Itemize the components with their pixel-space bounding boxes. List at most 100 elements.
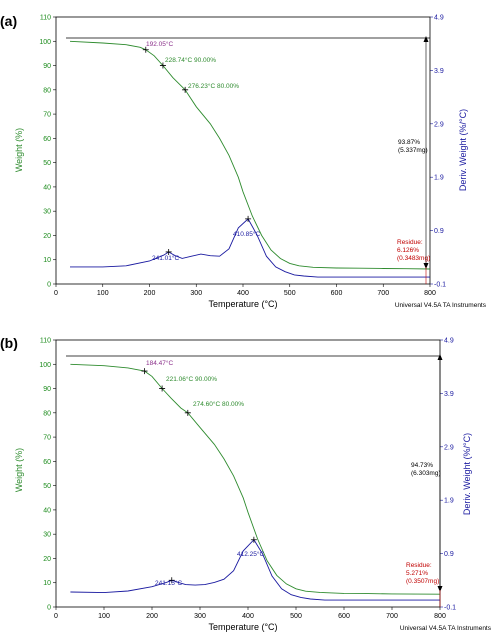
t90-marker [159,62,166,69]
x-tick-label: 100 [97,290,109,297]
plot-frame [55,339,441,608]
x-tick-label: 700 [386,613,398,620]
x-tick-label: 400 [242,613,254,620]
y2-tick-label: 1.9 [434,175,444,182]
residue-mg: (0.3507mg) [406,578,439,585]
y-tick-label: 110 [40,15,51,22]
x-tick-label: 500 [284,290,296,297]
t80-annotation: 276.23°C 80.00% [188,82,239,90]
x-axis-title: Temperature (°C) [208,622,277,632]
right-axis: -0.1 0.9 1.9 2.9 3.9 4.9 [440,338,456,612]
y-tick-label: 10 [43,580,51,587]
peak2-annotation: 412.25°C [237,550,264,558]
onset-marker [141,368,148,375]
x-tick-label: 700 [377,290,389,297]
x-tick-label: 400 [237,290,249,297]
y-tick-label: 50 [43,483,51,490]
y-tick-label: 40 [43,507,51,514]
y2-tick-label: 4.9 [434,15,444,22]
y-tick-label: 0 [47,605,51,612]
x-tick-label: 300 [194,613,206,620]
y-tick-label: 80 [43,410,51,417]
peak1-annotation: 241.15°C [155,579,182,587]
y-tick-label: 60 [43,459,51,466]
x-tick-label: 0 [54,613,58,620]
y-tick-label: 70 [43,112,51,119]
y-tick-label: 90 [43,63,51,70]
x-tick-label: 0 [54,290,58,297]
plot-frame [55,16,431,285]
peak1-annotation: 241.01°C [152,254,179,262]
y-tick-label: 0 [47,282,51,289]
y2-tick-label: 3.9 [444,391,454,398]
y-tick-label: 110 [40,338,51,345]
derivative-weight-curve [70,218,430,278]
peak1-marker [165,248,172,255]
weight-curve [70,363,441,595]
y-tick-label: 40 [43,184,51,191]
y2-tick-label: 2.9 [434,121,444,128]
peak2-marker [245,215,252,222]
onset-annotation: 184.47°C [146,359,173,367]
weight-loss-mg: (5.337mg) [398,147,428,154]
y2-tick-label: -0.1 [434,282,446,289]
panel-label: (b) [0,335,18,351]
y2-tick-label: 4.9 [444,338,454,345]
residue-pct: 6.126% [397,247,419,254]
y2-tick-label: 3.9 [434,68,444,75]
y-tick-label: 80 [43,87,51,94]
residue-mg: (0.3483mg) [397,255,430,262]
x-tick-label: 100 [98,613,110,620]
x-tick-label: 800 [434,613,446,620]
chart-panel-a: (a) 0 10 20 30 40 50 60 70 80 90 100 110 -0.1 0.9 1.9… [0,13,487,309]
x-tick-label: 600 [331,290,343,297]
y-tick-label: 30 [43,209,51,216]
y-tick-label: 50 [43,160,51,167]
weight-loss-mg: (6.303mg) [411,470,441,477]
residue-title: Residue: [397,239,423,246]
x-tick-label: 800 [424,290,436,297]
y-tick-label: 10 [43,257,51,264]
onset-annotation: 192.05°C [146,40,173,48]
x-tick-label: 600 [338,613,350,620]
y2-tick-label: 2.9 [444,444,454,451]
y-tick-label: 70 [43,435,51,442]
onset-marker [142,46,149,53]
x-axis: 0 100 200 300 400 500 600 700 800 [54,284,436,297]
instrument-footer: Universal V4.5A TA Instruments [395,302,487,309]
y-tick-label: 100 [39,362,51,369]
t80-annotation: 274.60°C 80.00% [193,400,244,408]
y2-axis-title: Deriv. Weight (%/°C) [462,433,472,515]
t90-marker [159,385,166,392]
y-tick-label: 90 [43,386,51,393]
panel-label: (a) [0,13,17,29]
left-axis: 0 10 20 30 40 50 60 70 80 90 100 110 [39,338,56,612]
y-tick-label: 20 [43,556,51,563]
peak2-annotation: 410.85°C [233,230,260,238]
x-tick-label: 200 [146,613,158,620]
y2-tick-label: 0.9 [444,551,454,558]
t80-marker [184,409,191,416]
y2-tick-label: 1.9 [444,498,454,505]
weight-loss-pct: 94.73% [411,462,433,469]
x-tick-label: 200 [144,290,156,297]
instrument-footer: Universal V4.5A TA Instruments [400,625,492,632]
y-tick-label: 60 [43,136,51,143]
left-axis: 0 10 20 30 40 50 60 70 80 90 100 110 [39,15,56,289]
y-tick-label: 100 [39,39,51,46]
derivative-weight-curve [70,538,440,601]
residue-title: Residue: [406,562,432,569]
y2-tick-label: -0.1 [444,605,456,612]
peak2-marker [250,536,257,543]
peak1-marker [168,577,175,584]
y2-axis-title: Deriv. Weight (%/°C) [458,109,468,191]
y2-tick-label: 0.9 [434,228,444,235]
y-tick-label: 30 [43,532,51,539]
weight-loss-pct: 93.87% [398,139,420,146]
x-tick-label: 500 [290,613,302,620]
y-axis-title: Weight (%) [14,128,24,172]
t90-annotation: 228.74°C 90.00% [165,56,216,64]
t90-annotation: 221.06°C 90.00% [166,375,217,383]
x-tick-label: 300 [190,290,202,297]
